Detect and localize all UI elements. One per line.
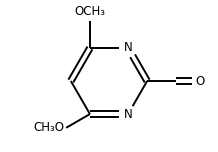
Text: O: O xyxy=(196,74,205,88)
Text: N: N xyxy=(124,41,133,54)
Text: OCH₃: OCH₃ xyxy=(74,5,106,19)
Text: N: N xyxy=(124,108,133,121)
Text: CH₃O: CH₃O xyxy=(33,121,64,134)
